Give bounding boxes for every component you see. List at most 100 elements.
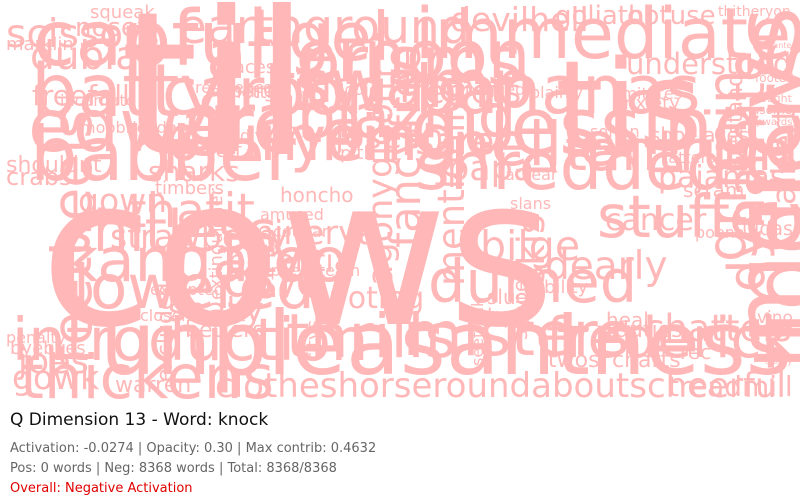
- cloud-word: stuffe: [597, 182, 766, 251]
- cloud-word: strawberry: [110, 217, 289, 256]
- cloud-word: goliath: [555, 1, 645, 32]
- cloud-word: incarnate: [60, 91, 136, 110]
- cloud-word: durned: [428, 247, 638, 316]
- cloud-word: nettle: [230, 82, 283, 103]
- cloud-word: lowered: [73, 252, 315, 323]
- cloud-word: immediate: [415, 0, 792, 75]
- cloud-word: cancer: [605, 203, 707, 238]
- cloud-word: babber: [30, 110, 296, 198]
- cloud-word: shouldnt: [6, 153, 102, 178]
- cloud-word: speedsteam: [262, 261, 361, 280]
- cloud-word: citys: [303, 320, 324, 362]
- cloud-word: gowk: [12, 358, 100, 397]
- cloud-word: flagrante: [755, 41, 792, 50]
- cloud-word: tantrum: [565, 119, 792, 184]
- cloud-word: duties: [615, 318, 683, 343]
- cloud-word: diving: [240, 126, 289, 145]
- cloud-word: seethink: [468, 297, 487, 366]
- cloud-word: prisms: [298, 22, 522, 100]
- cloud-word: shitless: [63, 199, 278, 265]
- cloud-word: vino: [757, 308, 793, 328]
- cloud-word: timbers: [155, 178, 224, 199]
- cloud-word: earthground: [178, 0, 470, 55]
- cloud-word: 57: [257, 267, 299, 306]
- cloud-word: treadmill: [668, 370, 793, 402]
- cloud-word: shoelaces: [650, 123, 750, 147]
- cloud-word: purge: [230, 78, 289, 102]
- cloud-word: yen: [290, 104, 403, 175]
- cloud-word: joseph: [335, 117, 444, 156]
- cloud-word: betters: [185, 318, 264, 343]
- cloud-word: freefall: [32, 79, 130, 112]
- cloud-word: sharks: [148, 155, 240, 188]
- cloud-word: rec: [680, 340, 712, 364]
- cloud-word: softan: [590, 122, 640, 141]
- cloud-word: thickens: [20, 342, 275, 402]
- cloud-word: twos: [548, 348, 600, 373]
- cloud-word: misters: [403, 299, 630, 370]
- cloud-word: marklin: [6, 34, 74, 55]
- cloud-word: kangaroo: [63, 225, 348, 296]
- cloud-word: papa: [447, 149, 535, 189]
- cloud-word: upwards: [750, 117, 793, 128]
- cloud-word: braces: [215, 57, 276, 78]
- cloud-word: thrills: [286, 301, 457, 372]
- cloud-word: chattels: [644, 307, 792, 350]
- cloud-word: thitheryon: [718, 3, 791, 20]
- cloud-word: plumbing: [162, 102, 459, 175]
- cloud-word: imitates: [617, 84, 683, 103]
- cloud-word: devilhell: [450, 0, 589, 39]
- cloud-word: amused: [260, 205, 324, 224]
- cloud-word: gown: [78, 181, 168, 220]
- cloud-word: shredded: [415, 127, 729, 205]
- cloud-word: anxiety: [613, 93, 680, 114]
- cloud-word: voting: [330, 281, 425, 316]
- cloud-word: closenear: [140, 306, 218, 325]
- cloud-word: bananas: [415, 51, 701, 129]
- overall-activation: Overall: Negative Activation: [10, 481, 193, 496]
- cloud-word: slans: [510, 194, 552, 213]
- cloud-word: frederick: [546, 306, 794, 371]
- cloud-word: nought: [753, 92, 792, 105]
- cloud-word: dropsy: [765, 357, 793, 366]
- cloud-word: atnear: [505, 165, 558, 184]
- cloud-word: pith: [340, 143, 375, 164]
- cloud-word: tis: [555, 35, 703, 179]
- cloud-word: cows: [40, 133, 556, 373]
- cloud-word: joes: [18, 342, 89, 382]
- cloud-word: nellie: [452, 109, 617, 180]
- cloud-word: excepted: [150, 280, 224, 299]
- cloud-word: feetheels: [40, 109, 104, 365]
- cloud-word: thatit: [128, 184, 255, 239]
- cloud-word: dubia: [30, 34, 139, 79]
- cloud-word: clotheshorseroundaboutscheerful: [215, 365, 786, 402]
- cloud-word: tuck: [487, 303, 531, 327]
- cloud-word: plainly: [530, 83, 583, 102]
- cloud-word: pajamas: [658, 160, 786, 195]
- cloud-word: bilge: [480, 222, 581, 270]
- cloud-word: byebyes: [10, 338, 86, 359]
- cloud-word: judas: [742, 218, 793, 240]
- cloud-word: liability: [523, 277, 589, 298]
- cloud-word: afternoon: [206, 16, 531, 94]
- cloud-word: poena: [695, 223, 745, 242]
- cloud-word: obtuse: [627, 1, 716, 32]
- cloud-word: juggling: [293, 63, 466, 113]
- cloud-word: charts: [612, 348, 681, 373]
- cloud-word: cougar: [273, 222, 329, 241]
- cloud-word: honcho: [280, 183, 354, 207]
- cloud-word: carbon: [162, 55, 387, 130]
- cloud-word: arestand: [723, 72, 748, 170]
- activation-stats: Activation: -0.0274 | Opacity: 0.30 | Ma…: [10, 441, 377, 456]
- cloud-word: squeak: [90, 2, 155, 24]
- cloud-word: ferrets: [413, 72, 522, 111]
- cloud-word: pegged: [465, 80, 526, 99]
- cloud-word: scissors: [6, 12, 160, 57]
- cloud-word: grata: [185, 80, 364, 158]
- cloud-word: warren: [115, 373, 192, 398]
- cloud-word: louie: [340, 80, 379, 99]
- cloud-word: til: [120, 0, 310, 202]
- cloud-word: crabs: [6, 163, 72, 191]
- cloud-word: batty: [31, 49, 223, 134]
- cloud-word: understood: [626, 47, 792, 81]
